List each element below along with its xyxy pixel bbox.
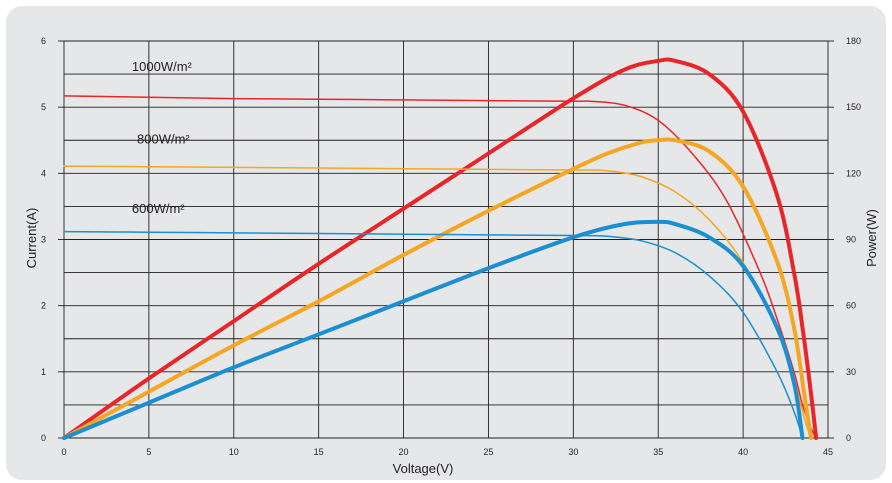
grid: [58, 40, 834, 439]
y-tick-label: 2: [41, 301, 46, 311]
y2-tick-label: 60: [846, 301, 856, 311]
y-tick-label: 5: [41, 102, 46, 112]
x-tick-label: 20: [399, 447, 409, 457]
y-tick-label: 0: [41, 433, 46, 443]
x-tick-label: 25: [483, 447, 493, 457]
y-axis-title: Current(A): [24, 208, 39, 269]
chart-panel: 0 5 10 15 20 25 30 35 40 45 0 1 2 3 4 5 6 0 30 60 90 120 150 18…: [6, 6, 886, 480]
series: [62, 57, 819, 440]
y2-tick-label: 30: [846, 367, 856, 377]
irradiance-label-1000: 1000W/m²: [132, 59, 193, 74]
irradiance-label-600: 600W/m²: [132, 201, 185, 216]
irradiance-label-800: 800W/m²: [137, 132, 190, 147]
y-tick-label: 4: [41, 168, 46, 178]
x-tick-label: 10: [229, 447, 239, 457]
y2-tick-label: 120: [846, 168, 861, 178]
annotations: 1000W/m² 800W/m² 600W/m²: [132, 59, 193, 216]
y-tick-label: 1: [41, 367, 46, 377]
y-tick-label: 3: [41, 235, 46, 245]
x-tick-label: 45: [823, 447, 833, 457]
y2-axis-title: Power(W): [864, 209, 879, 267]
iv-pv-chart: 0 5 10 15 20 25 30 35 40 450123456030609012015018…: [24, 36, 879, 476]
x-tick-label: 30: [568, 447, 578, 457]
x-tick-label: 40: [738, 447, 748, 457]
current-curve-1000: [63, 95, 817, 439]
y2-tick-label: 0: [846, 433, 851, 443]
current-curve-600: [63, 230, 804, 439]
power-curve-1000: [62, 57, 819, 440]
y2-tick-label: 150: [846, 102, 861, 112]
x-tick-label: 5: [146, 447, 151, 457]
x-axis-title: Voltage(V): [393, 461, 454, 476]
y-tick-label: 6: [41, 36, 46, 46]
tick-labels: 0 5 10 15 20 25 30 35 40 450123456030609012015018…: [41, 36, 861, 457]
x-tick-label: 0: [61, 447, 66, 457]
y2-tick-label: 180: [846, 36, 861, 46]
x-tick-label: 35: [653, 447, 663, 457]
power-curve-800: [62, 137, 813, 440]
y2-tick-label: 90: [846, 235, 856, 245]
x-tick-label: 15: [314, 447, 324, 457]
power-curve-600: [62, 219, 805, 440]
